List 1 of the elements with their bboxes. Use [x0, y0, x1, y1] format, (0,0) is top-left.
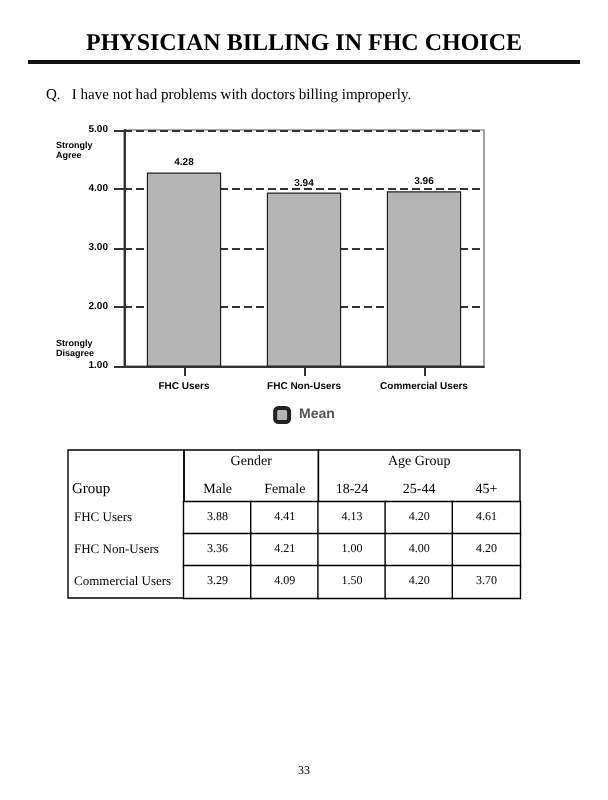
chart-title: PHYSICIAN BILLING IN FHC CHOICE	[85, 28, 523, 56]
